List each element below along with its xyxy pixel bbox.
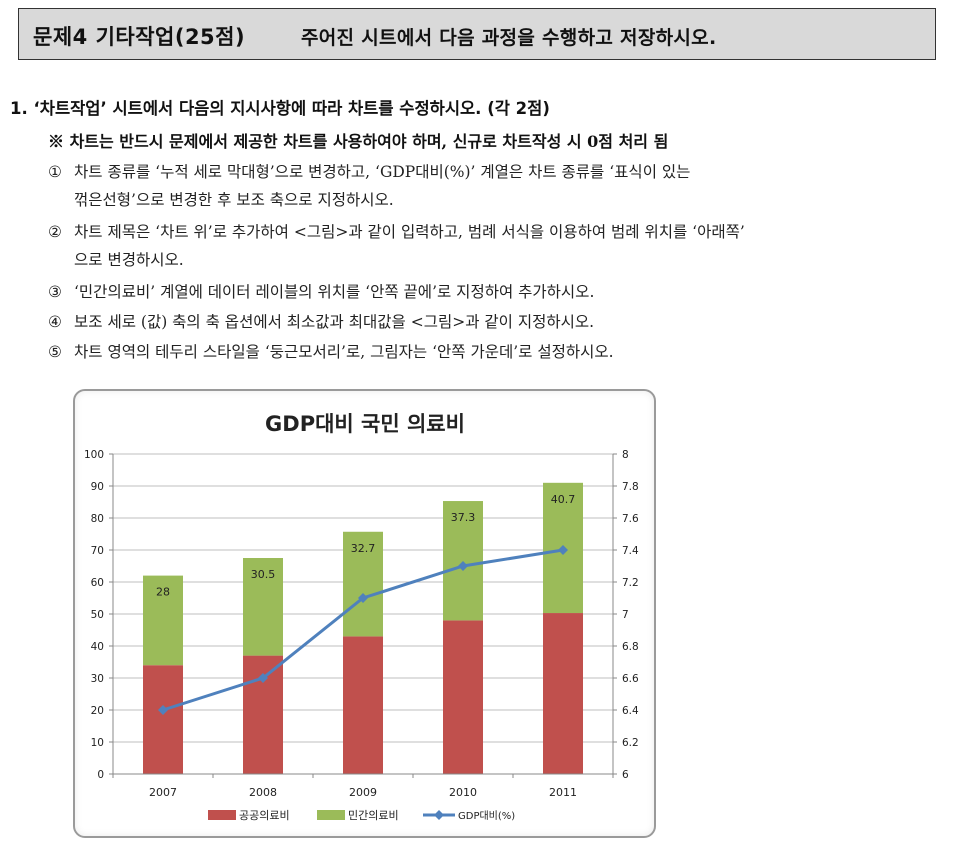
section-title: 문제4 기타작업(25점) — [33, 25, 246, 49]
y2-tick-label: 6.6 — [622, 673, 639, 685]
y-tick-label: 30 — [91, 673, 104, 685]
data-label-private: 30.5 — [251, 568, 276, 581]
y-tick-label: 100 — [84, 449, 104, 461]
instruction-item: ④ 보조 세로 (값) 축의 축 옵션에서 최소값과 최대값을 <그림>과 같이 … — [48, 308, 594, 336]
section-header: 문제4 기타작업(25점) 주어진 시트에서 다음 과정을 수행하고 저장하시오… — [18, 8, 936, 60]
y-tick-label: 40 — [91, 641, 104, 653]
bar-private-2009 — [343, 531, 383, 637]
legend-swatch-private — [317, 810, 345, 820]
item-text-continued: 으로 변경하시오. — [74, 251, 184, 269]
y-tick-label: 70 — [91, 545, 104, 557]
legend-label-gdp: GDP대비(%) — [458, 810, 515, 822]
item-text: 차트 영역의 테두리 스타일을 ‘둥근모서리’로, 그림자는 ‘안쪽 가운데’로… — [74, 343, 614, 361]
item-text-continued: 꺾은선형’으로 변경한 후 보조 축으로 지정하시오. — [74, 191, 394, 209]
item-number: ② — [48, 223, 62, 241]
x-tick-label: 2007 — [149, 786, 177, 799]
y2-tick-label: 7.6 — [622, 513, 639, 525]
instruction-item: ② 차트 제목은 ‘차트 위’로 추가하여 <그림>과 같이 입력하고, 범례 서… — [48, 218, 745, 274]
y2-tick-label: 8 — [622, 449, 629, 461]
instruction-item: ③ ‘민간의료비’ 계열에 데이터 레이블의 위치를 ‘안쪽 끝에’로 지정하여 … — [48, 278, 594, 306]
gdp-marker — [558, 545, 568, 555]
item-text: ‘민간의료비’ 계열에 데이터 레이블의 위치를 ‘안쪽 끝에’로 지정하여 추… — [74, 283, 595, 301]
y2-tick-label: 7.4 — [622, 545, 639, 557]
item-number: ⑤ — [48, 343, 62, 361]
warning-note: ※ 차트는 반드시 문제에서 제공한 차트를 사용하여야 하며, 신규로 차트작… — [48, 132, 669, 151]
x-tick-label: 2009 — [349, 786, 377, 799]
bar-public-2011 — [543, 613, 583, 774]
legend-label-private: 민간의료비 — [348, 809, 399, 822]
data-label-private: 37.3 — [451, 511, 476, 524]
y2-tick-label: 6.2 — [622, 737, 639, 749]
y-tick-label: 60 — [91, 577, 104, 589]
item-number: ① — [48, 163, 62, 181]
instruction-item: ① 차트 종류를 ‘누적 세로 막대형’으로 변경하고, ‘GDP대비(%)’ 계… — [48, 158, 690, 214]
y2-tick-label: 6.4 — [622, 705, 639, 717]
bar-public-2010 — [443, 620, 483, 774]
data-label-private: 40.7 — [551, 493, 576, 506]
bar-private-2007 — [143, 575, 183, 666]
x-tick-label: 2011 — [549, 786, 577, 799]
question-title: 1. ‘차트작업’ 시트에서 다음의 지시사항에 따라 차트를 수정하시오. (… — [10, 99, 550, 118]
data-label-private: 32.7 — [351, 542, 376, 555]
y-tick-label: 90 — [91, 481, 104, 493]
bar-private-2010 — [443, 501, 483, 621]
gdp-marker — [258, 673, 268, 683]
instruction-item: ⑤ 차트 영역의 테두리 스타일을 ‘둥근모서리’로, 그림자는 ‘안쪽 가운데’… — [48, 338, 614, 366]
chart-area: GDP대비 국민 의료비 28 30.5 32.7 37.3 40.7 0 10 20 30 4… — [73, 389, 656, 838]
legend-label-public: 공공의료비 — [239, 809, 290, 822]
item-text: 차트 종류를 ‘누적 세로 막대형’으로 변경하고, ‘GDP대비(%)’ 계열… — [74, 163, 691, 181]
y2-tick-label: 7.8 — [622, 481, 639, 493]
item-text: 차트 제목은 ‘차트 위’로 추가하여 <그림>과 같이 입력하고, 범례 서식… — [74, 223, 745, 241]
y-tick-label: 50 — [91, 609, 104, 621]
y-tick-label: 80 — [91, 513, 104, 525]
x-tick-label: 2010 — [449, 786, 477, 799]
chart-title: GDP대비 국민 의료비 — [265, 412, 465, 436]
item-number: ④ — [48, 313, 62, 331]
section-description: 주어진 시트에서 다음 과정을 수행하고 저장하시오. — [301, 27, 717, 49]
gdp-marker — [358, 593, 368, 603]
gdp-marker — [158, 705, 168, 715]
data-label-private: 28 — [156, 586, 170, 599]
y2-tick-label: 7.2 — [622, 577, 639, 589]
gdp-marker — [458, 561, 468, 571]
y-tick-label: 0 — [97, 769, 104, 781]
x-tick-label: 2008 — [249, 786, 277, 799]
bar-private-2008 — [243, 558, 283, 656]
y2-tick-label: 6.8 — [622, 641, 639, 653]
bar-public-2009 — [343, 636, 383, 774]
y2-tick-label: 7 — [622, 609, 629, 621]
y-tick-label: 20 — [91, 705, 104, 717]
y-tick-label: 10 — [91, 737, 104, 749]
chart-svg: GDP대비 국민 의료비 28 30.5 32.7 37.3 40.7 0 10 20 30 4… — [84, 412, 639, 822]
y2-tick-label: 6 — [622, 769, 629, 781]
item-text: 보조 세로 (값) 축의 축 옵션에서 최소값과 최대값을 <그림>과 같이 지… — [74, 313, 595, 331]
bar-public-2007 — [143, 665, 183, 774]
item-number: ③ — [48, 283, 62, 301]
legend-swatch-public — [208, 810, 236, 820]
legend-marker-gdp — [434, 810, 444, 820]
